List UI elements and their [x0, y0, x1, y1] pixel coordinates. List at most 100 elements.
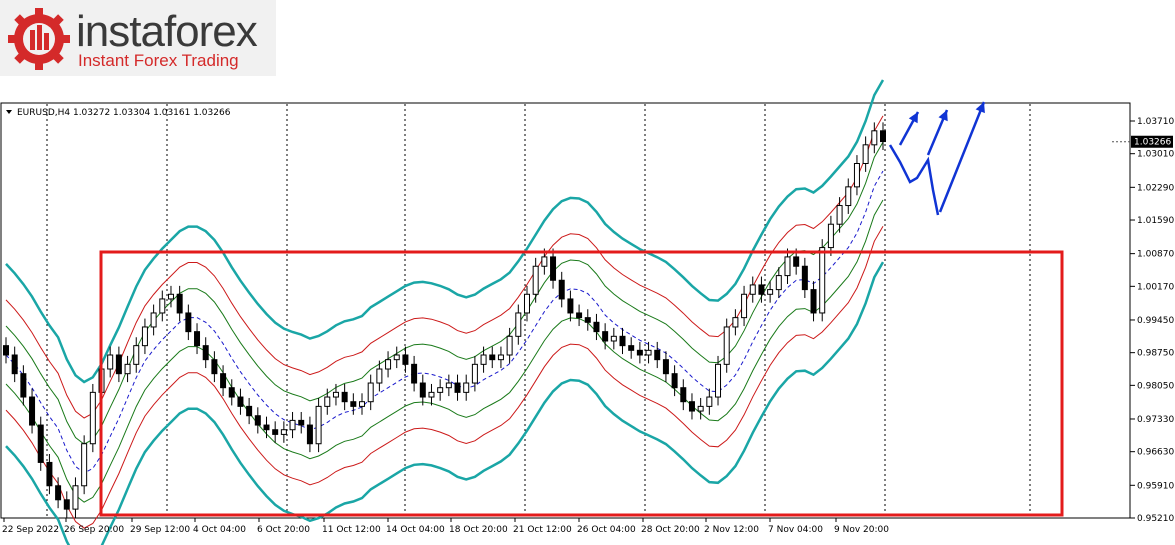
candle-body [871, 130, 878, 146]
candle-body [810, 289, 817, 314]
forecast-arrow [938, 101, 986, 213]
x-tick-label: 6 Oct 20:00 [257, 525, 310, 535]
candle-body [402, 354, 409, 365]
candle-body [497, 354, 504, 361]
candle-body [541, 256, 548, 267]
candle-body [749, 284, 756, 295]
candle-body [827, 223, 834, 249]
x-tick-label: 11 Oct 12:00 [322, 525, 381, 535]
x-tick-label: 7 Nov 04:00 [768, 525, 823, 535]
candle-body [697, 405, 704, 412]
candle-body [862, 144, 869, 165]
candle-body [602, 331, 609, 342]
candle-body [20, 373, 27, 398]
candle-body [306, 424, 313, 445]
candle-body [732, 317, 739, 328]
candle-body [220, 373, 227, 389]
candle-body [454, 382, 461, 393]
x-tick-label: 9 Nov 20:00 [834, 525, 889, 535]
y-tick-label: 0.95210 [1137, 514, 1174, 524]
band-env2-lower [5, 225, 884, 529]
candle-body [289, 419, 296, 431]
candle-body [793, 256, 800, 267]
candle-body [115, 354, 122, 375]
candle-body [159, 298, 166, 314]
candle-body [593, 321, 600, 333]
candle-body [428, 391, 435, 398]
candle-body [767, 289, 774, 295]
candle-body [715, 363, 722, 398]
candle-body [471, 363, 478, 384]
logo: instaforex Instant Forex Trading [0, 0, 276, 76]
candle-body [211, 359, 218, 375]
y-tick-label: 1.02290 [1137, 183, 1174, 193]
candle-body [107, 354, 114, 370]
forecast-path [888, 144, 940, 216]
candle-body [584, 317, 591, 323]
y-tick-label: 0.95910 [1137, 481, 1174, 491]
candle-body [246, 405, 253, 417]
candle-body [350, 401, 357, 407]
candle-body [654, 349, 661, 361]
x-tick-label: 29 Sep 12:00 [130, 525, 190, 535]
x-tick-label: 22 Sep 2022 [2, 525, 59, 535]
y-tick-label: 1.03010 [1137, 150, 1174, 160]
y-tick-label: 0.96630 [1137, 448, 1174, 458]
candle-body [376, 368, 383, 384]
candle-body [385, 359, 392, 370]
y-tick-label: 1.00870 [1137, 250, 1174, 260]
candle-body [801, 265, 808, 291]
forecast-arrowhead [938, 110, 948, 122]
band-env3-upper [5, 79, 885, 384]
candle-body [55, 485, 62, 501]
symbol-header: EURUSD,H4 1.03272 1.03304 1.03161 1.0326… [17, 108, 231, 118]
candle-body [619, 335, 626, 347]
logo-tagline: Instant Forex Trading [78, 51, 239, 70]
x-tick-label: 2 Nov 12:00 [704, 525, 759, 535]
symbol-dropdown-icon[interactable] [6, 110, 12, 114]
instaforex-logo-icon [8, 8, 70, 70]
candle-body [506, 335, 513, 356]
candle-body [315, 405, 322, 445]
y-tick-label: 0.99450 [1137, 316, 1174, 326]
x-tick-label: 26 Sep 20:00 [64, 525, 124, 535]
candle-body [263, 424, 270, 431]
y-tick-label: 0.97330 [1137, 415, 1174, 425]
y-tick-label: 1.00170 [1137, 282, 1174, 292]
candle-body [445, 382, 452, 389]
candle-body [150, 312, 157, 328]
range-box [99, 250, 1064, 517]
candle-body [688, 401, 695, 412]
x-tick-label: 21 Oct 12:00 [513, 525, 572, 535]
candle-body [437, 387, 444, 393]
candle-body [567, 298, 574, 314]
forecast-arrowhead [908, 112, 918, 124]
candle-body [523, 293, 530, 314]
candle-body [853, 163, 860, 188]
candle-body [141, 326, 148, 347]
x-tick-label: 4 Oct 04:00 [193, 525, 246, 535]
candle-body [775, 275, 782, 291]
candle-body [671, 373, 678, 389]
candle-body [72, 485, 79, 510]
candle-body [393, 354, 400, 361]
candle-body [29, 396, 36, 426]
band-env3-lower [5, 261, 885, 545]
candle-body [463, 382, 470, 393]
y-tick-label: 1.01590 [1137, 216, 1174, 226]
candle-body [845, 186, 852, 207]
x-tick-label: 18 Oct 20:00 [449, 525, 508, 535]
candle-body [662, 359, 669, 375]
candle-body [784, 256, 791, 277]
candle-body [254, 415, 261, 426]
candle-body [758, 284, 765, 295]
candle-body [202, 345, 209, 361]
candle-body [167, 293, 174, 300]
candle-body [3, 345, 9, 356]
band-ma [5, 170, 884, 474]
candle-body [550, 256, 557, 281]
candle-body [645, 349, 652, 356]
candle-body [411, 363, 418, 384]
candle-body [124, 363, 131, 375]
